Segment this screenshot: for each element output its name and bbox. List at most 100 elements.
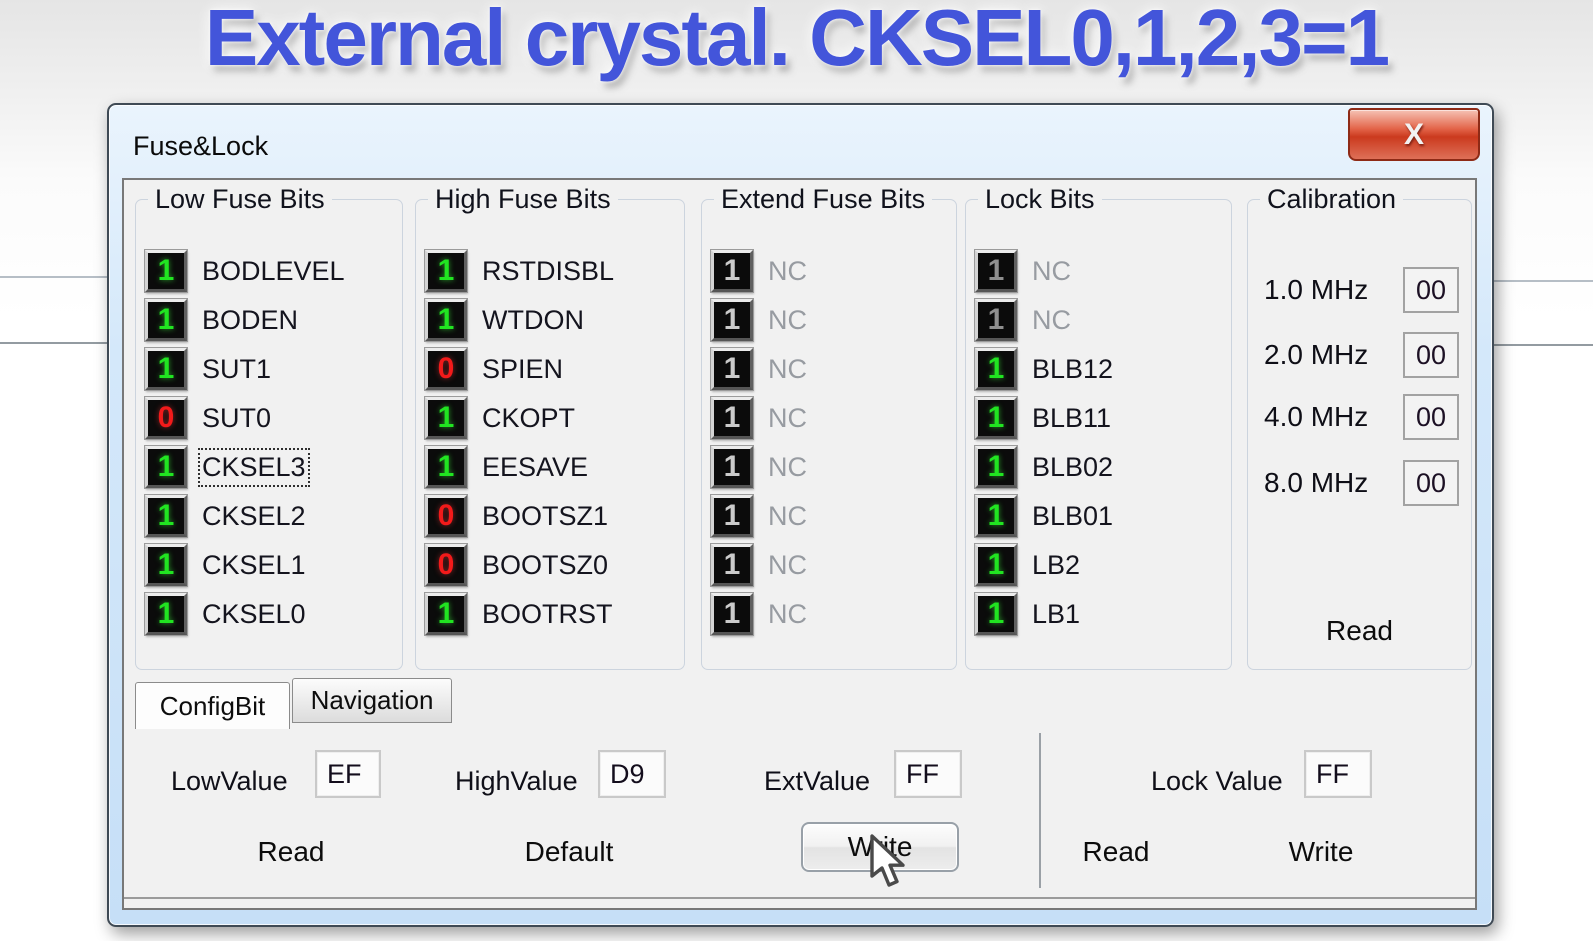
lockvalue-field[interactable]: FF xyxy=(1304,750,1372,798)
bit-toggle-high-fuse-bits-0[interactable]: 1 xyxy=(425,250,467,292)
fuse-bit-row: 1 NC xyxy=(711,250,807,292)
bit-toggle-lock-bits-0[interactable]: 1 xyxy=(975,250,1017,292)
bit-toggle-high-fuse-bits-5[interactable]: 0 xyxy=(425,495,467,537)
fuse-bit-row: 1 BOOTRST xyxy=(425,593,614,635)
fuse-bit-row: 1 WTDON xyxy=(425,299,614,341)
fuse-bit-row: 1 BLB12 xyxy=(975,348,1113,390)
fuse-bit-row: 1 BLB11 xyxy=(975,397,1113,439)
bit-value: 1 xyxy=(437,401,455,434)
bit-toggle-low-fuse-bits-4[interactable]: 1 xyxy=(145,446,187,488)
bit-toggle-extend-fuse-bits-1[interactable]: 1 xyxy=(711,299,753,341)
group-title-calibration: Calibration xyxy=(1260,184,1404,215)
statusbar-divider xyxy=(124,897,1475,899)
bit-toggle-low-fuse-bits-6[interactable]: 1 xyxy=(145,544,187,586)
bit-toggle-extend-fuse-bits-7[interactable]: 1 xyxy=(711,593,753,635)
bit-value: 1 xyxy=(723,254,741,287)
bit-label: NC xyxy=(768,353,807,384)
bit-toggle-low-fuse-bits-0[interactable]: 1 xyxy=(145,250,187,292)
fuse-bit-row: 1 NC xyxy=(711,495,807,537)
fuse-bit-row: 1 NC xyxy=(711,446,807,488)
bit-label: CKSEL0 xyxy=(202,598,306,629)
bit-value: 1 xyxy=(987,352,1005,385)
calibration-frequency-label: 8.0 MHz xyxy=(1264,467,1369,498)
bit-label: CKSEL2 xyxy=(202,500,306,531)
bit-toggle-extend-fuse-bits-4[interactable]: 1 xyxy=(711,446,753,488)
calibration-value-field[interactable]: 00 xyxy=(1403,460,1459,506)
bit-value: 1 xyxy=(723,499,741,532)
fuse-bit-row: 1 CKOPT xyxy=(425,397,614,439)
bit-toggle-extend-fuse-bits-6[interactable]: 1 xyxy=(711,544,753,586)
bit-value: 1 xyxy=(437,597,455,630)
bit-value: 1 xyxy=(987,548,1005,581)
fuse-bit-row: 1 CKSEL1 xyxy=(145,544,345,586)
background-line xyxy=(0,342,107,344)
bit-toggle-low-fuse-bits-5[interactable]: 1 xyxy=(145,495,187,537)
calibration-read-button[interactable]: Read xyxy=(1326,615,1393,646)
bit-label: LB1 xyxy=(1032,598,1081,629)
bit-value: 1 xyxy=(723,401,741,434)
extvalue-field[interactable]: FF xyxy=(894,750,962,798)
bit-toggle-lock-bits-3[interactable]: 1 xyxy=(975,397,1017,439)
calibration-value-field[interactable]: 00 xyxy=(1403,394,1459,440)
bit-toggle-lock-bits-2[interactable]: 1 xyxy=(975,348,1017,390)
tab-navigation[interactable]: Navigation xyxy=(292,678,452,723)
bit-toggle-high-fuse-bits-6[interactable]: 0 xyxy=(425,544,467,586)
bit-toggle-extend-fuse-bits-3[interactable]: 1 xyxy=(711,397,753,439)
bit-toggle-lock-bits-7[interactable]: 1 xyxy=(975,593,1017,635)
read-lock-button[interactable]: Read xyxy=(1082,836,1150,867)
fuse-bit-row: 1 EESAVE xyxy=(425,446,614,488)
bit-label: SPIEN xyxy=(482,353,564,384)
default-fuses-button[interactable]: Default xyxy=(524,836,614,867)
calibration-value-field[interactable]: 00 xyxy=(1403,267,1459,313)
fuse-lock-dialog: Fuse&Lock X Low Fuse Bits 1 BODLEVEL 1 BODE… xyxy=(107,103,1494,927)
bit-toggle-lock-bits-6[interactable]: 1 xyxy=(975,544,1017,586)
fuse-bit-row: 1 NC xyxy=(711,593,807,635)
bit-toggle-high-fuse-bits-3[interactable]: 1 xyxy=(425,397,467,439)
bit-toggle-lock-bits-1[interactable]: 1 xyxy=(975,299,1017,341)
mouse-cursor xyxy=(870,834,905,887)
group-lock-bits: Lock Bits 1 NC 1 NC 1 BLB12 1 BLB11 1 BLB02 1 BLB01… xyxy=(965,184,1232,670)
tab-configbit[interactable]: ConfigBit xyxy=(135,682,290,729)
bit-toggle-lock-bits-4[interactable]: 1 xyxy=(975,446,1017,488)
bit-toggle-low-fuse-bits-3[interactable]: 0 xyxy=(145,397,187,439)
highvalue-field[interactable]: D9 xyxy=(598,750,666,798)
fuse-bit-row: 1 NC xyxy=(711,544,807,586)
low-fuse-bits-list: 1 BODLEVEL 1 BODEN 1 SUT1 0 SUT0 1 CKSEL3 1 CKSEL2 1… xyxy=(145,250,345,635)
bit-label: BLB11 xyxy=(1032,402,1112,433)
calibration-row: 2.0 MHz 00 xyxy=(1264,331,1459,379)
bit-value: 1 xyxy=(157,254,175,287)
bit-toggle-high-fuse-bits-1[interactable]: 1 xyxy=(425,299,467,341)
bit-toggle-high-fuse-bits-2[interactable]: 0 xyxy=(425,348,467,390)
lockvalue-label: Lock Value xyxy=(1151,766,1283,796)
read-fuses-button[interactable]: Read xyxy=(257,836,325,867)
bit-toggle-high-fuse-bits-4[interactable]: 1 xyxy=(425,446,467,488)
bit-value: 1 xyxy=(987,254,1005,287)
bit-toggle-lock-bits-5[interactable]: 1 xyxy=(975,495,1017,537)
section-divider xyxy=(1039,733,1041,888)
bit-label: BOOTRST xyxy=(482,598,613,629)
bit-toggle-low-fuse-bits-2[interactable]: 1 xyxy=(145,348,187,390)
group-title-lock-bits: Lock Bits xyxy=(978,184,1102,215)
bit-value: 1 xyxy=(723,450,741,483)
bit-toggle-low-fuse-bits-1[interactable]: 1 xyxy=(145,299,187,341)
close-button[interactable]: X xyxy=(1348,108,1480,161)
bit-toggle-high-fuse-bits-7[interactable]: 1 xyxy=(425,593,467,635)
bit-value: 0 xyxy=(157,401,175,434)
bit-value: 1 xyxy=(987,499,1005,532)
calibration-row: 4.0 MHz 00 xyxy=(1264,393,1459,441)
background-line xyxy=(1490,280,1593,282)
bit-toggle-extend-fuse-bits-5[interactable]: 1 xyxy=(711,495,753,537)
write-lock-button[interactable]: Write xyxy=(1288,836,1354,867)
bit-value: 1 xyxy=(157,548,175,581)
fuse-bit-row: 1 CKSEL2 xyxy=(145,495,345,537)
bit-value: 1 xyxy=(987,401,1005,434)
dialog-titlebar[interactable]: Fuse&Lock X xyxy=(109,105,1492,178)
lowvalue-field[interactable]: EF xyxy=(315,750,381,798)
bit-label: BOOTSZ0 xyxy=(482,549,609,580)
calibration-row: 1.0 MHz 00 xyxy=(1264,266,1459,314)
bit-toggle-extend-fuse-bits-2[interactable]: 1 xyxy=(711,348,753,390)
calibration-frequency-label: 4.0 MHz xyxy=(1264,401,1369,432)
bit-toggle-extend-fuse-bits-0[interactable]: 1 xyxy=(711,250,753,292)
bit-toggle-low-fuse-bits-7[interactable]: 1 xyxy=(145,593,187,635)
calibration-value-field[interactable]: 00 xyxy=(1403,332,1459,378)
